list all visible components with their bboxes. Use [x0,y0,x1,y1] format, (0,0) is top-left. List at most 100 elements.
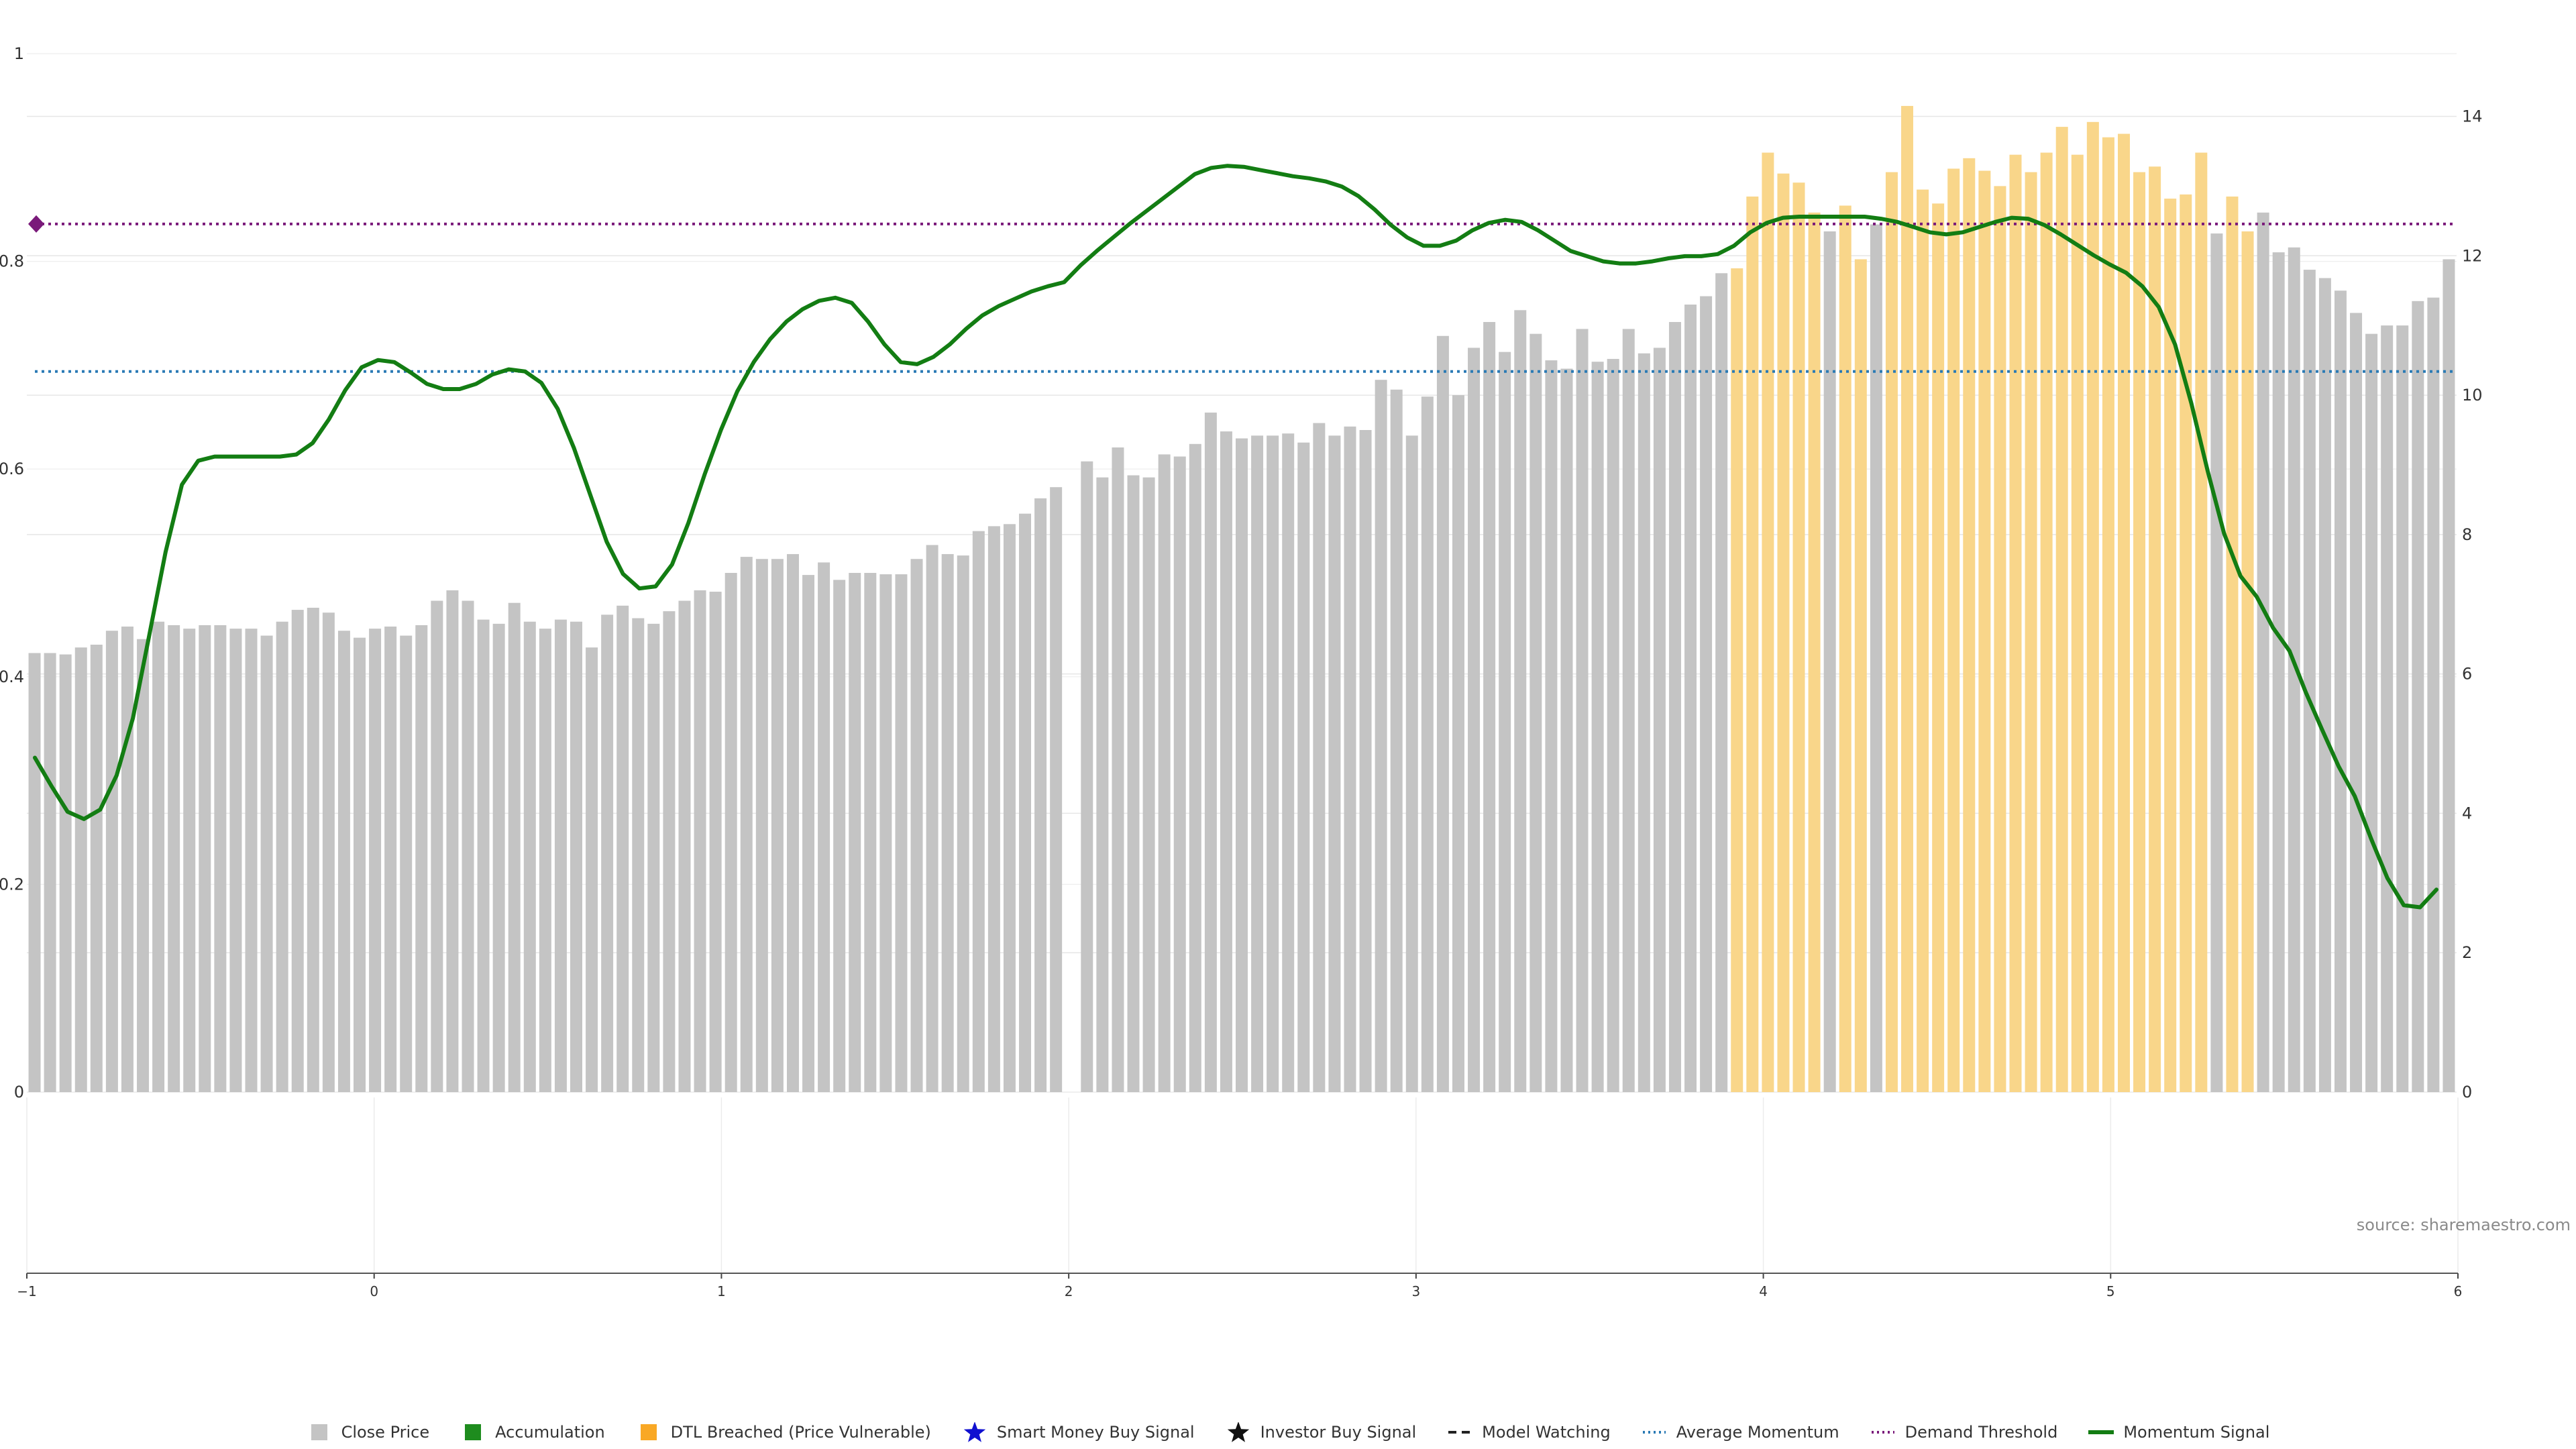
close-price-bar [400,635,413,1092]
close-price-bar [786,553,799,1092]
close-price-bar [1359,430,1372,1092]
close-price-bar [369,629,382,1092]
dash-black-icon [1448,1431,1472,1434]
close-price-bar [616,605,629,1092]
close-price-bar [523,621,536,1092]
legend-item: Smart Money Buy Signal [962,1422,1195,1442]
dtl-breached-bar [2149,166,2161,1093]
close-price-bar [709,592,722,1092]
legend-label: Model Watching [1482,1423,1611,1442]
legend-label: Investor Buy Signal [1260,1423,1417,1442]
close-price-bar [2303,270,2316,1092]
left-axis-tick: 1 [14,44,24,63]
dtl-breached-bar [1792,182,1805,1092]
close-price-bar [1096,477,1109,1092]
dtl-breached-bar [2040,152,2053,1093]
dtl-breached-bar [1947,168,1960,1092]
close-price-bar [1405,435,1418,1092]
right-axis-tick: 10 [2462,386,2483,405]
source-note: source: sharemaestro.com [2356,1216,2571,1234]
legend-item: Average Momentum [1642,1422,1839,1442]
close-price-bar [2381,325,2394,1093]
dtl-breached-bar [1839,205,1851,1093]
close-price-bar [2365,333,2378,1092]
x-axis-tick: 5 [2106,1283,2115,1299]
legend-item: Investor Buy Signal [1226,1422,1417,1442]
close-price-bar [1668,321,1681,1092]
close-price-bar [2350,313,2363,1093]
x-axis-tick: 2 [1065,1283,1073,1299]
close-price-bar [1220,431,1232,1092]
right-axis-tick: 0 [2462,1083,2472,1102]
close-price-bar [168,625,180,1092]
close-price-bar [260,635,273,1092]
close-price-bar [431,600,443,1092]
close-price-bar [59,654,72,1092]
close-price-bar [105,631,118,1092]
close-price-bar [1034,498,1047,1092]
dtl-breached-bar [1978,170,1991,1093]
close-price-bar [415,625,428,1092]
close-price-bar [864,573,877,1092]
close-price-bar [1545,360,1558,1093]
legend-label: Smart Money Buy Signal [996,1423,1195,1442]
close-price-bar [354,637,366,1092]
close-price-bar [492,623,505,1092]
dtl-breached-bar [1932,203,1945,1092]
close-price-bar [307,607,319,1092]
legend-label: Momentum Signal [2123,1423,2270,1442]
dtl-breached-bar [2071,154,2084,1093]
close-price-bar [1483,321,1496,1092]
close-price-bar [183,629,196,1092]
close-price-bar [2272,252,2285,1092]
left-axis-tick: 0.8 [0,252,24,271]
close-price-bar [462,600,474,1092]
close-price-bar [987,526,1000,1092]
close-price-bar [229,629,242,1092]
close-price-bar [910,559,923,1092]
close-price-bar [941,553,954,1092]
close-price-bar [1421,396,1434,1093]
legend-label: DTL Breached (Price Vulnerable) [670,1423,931,1442]
left-axis-tick: 0 [14,1083,24,1102]
close-price-bar [1112,447,1124,1092]
square-orange-icon [640,1424,657,1440]
close-price-bar [1870,224,1882,1093]
star-blue-icon [963,1422,986,1442]
dtl-breached-bar [1854,259,1867,1093]
close-price-bar [1158,454,1171,1092]
close-price-bar [1499,352,1511,1092]
right-axis-tick: 14 [2462,107,2483,126]
close-price-bar [1576,329,1589,1092]
close-price-bar [1282,433,1295,1092]
close-price-bar [2396,325,2409,1093]
legend-label: Accumulation [495,1423,605,1442]
close-price-bar [1638,353,1650,1092]
dtl-breached-bar [1777,173,1790,1092]
close-price-bar [1297,442,1310,1092]
close-price-bar [1452,395,1464,1092]
close-price-bar [1236,438,1248,1092]
momentum-signal-line [33,164,2438,910]
close-price-bar [972,531,985,1092]
legend-label: Close Price [341,1423,430,1442]
square-green-icon [465,1424,482,1440]
close-price-bar [724,573,737,1092]
close-price-bar [755,559,768,1092]
legend-item: Accumulation [460,1422,605,1442]
close-price-bar [28,653,41,1092]
x-axis-tick: 1 [717,1283,726,1299]
dtl-breached-bar [1731,268,1743,1092]
close-price-bar [1003,524,1016,1092]
close-price-bar [1050,487,1063,1092]
close-price-bar [291,610,304,1092]
close-price-bar [1653,347,1666,1093]
close-price-bar [2412,301,2424,1092]
line-green-icon [2088,1430,2114,1434]
dtl-breached-bar [1885,172,1898,1093]
close-price-bar [663,611,676,1092]
dotted-purple-icon [1871,1431,1894,1434]
dtl-breached-bar [2086,121,2099,1093]
close-price-bar [1622,329,1635,1092]
